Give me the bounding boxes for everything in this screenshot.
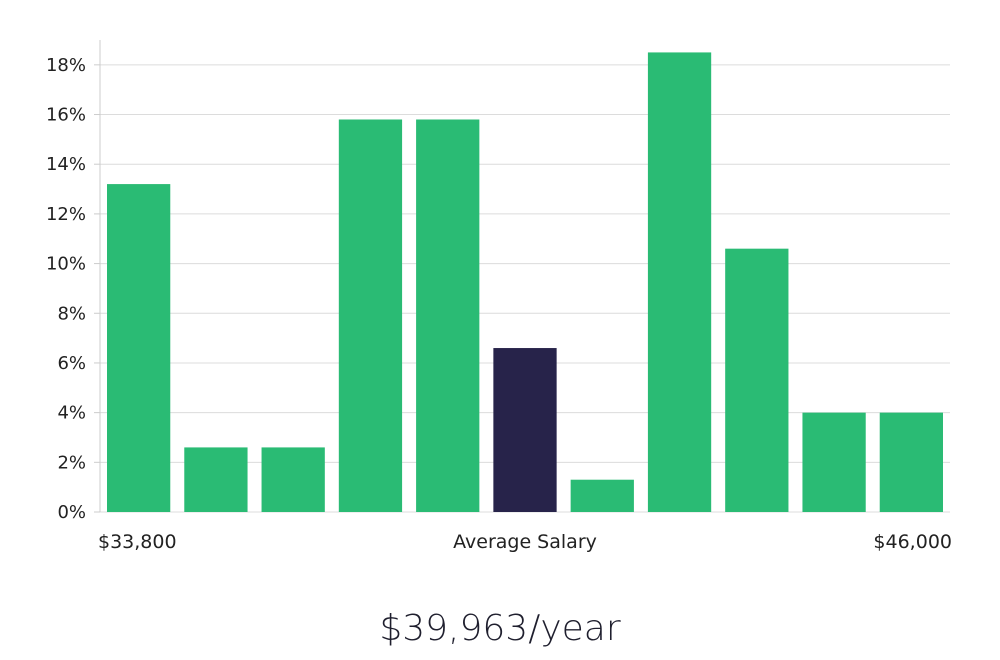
y-tick-label: 16% <box>46 105 86 126</box>
y-tick-label: 10% <box>46 254 86 275</box>
x-max-label: $46,000 <box>873 531 952 553</box>
x-min-label: $33,800 <box>98 531 177 553</box>
y-axis: 0% 2% 4% 6% 8% 10% 12% 14% 16% 18% <box>46 55 100 523</box>
y-tick-label: 4% <box>57 403 86 424</box>
y-tick-label: 2% <box>57 452 86 473</box>
y-tick-label: 14% <box>46 154 86 175</box>
bar <box>261 447 325 512</box>
bar <box>802 412 866 512</box>
y-tick-label: 12% <box>46 204 86 225</box>
average-salary-value: $39,963/year <box>379 608 621 649</box>
bar-average-highlight <box>493 348 557 512</box>
bar <box>647 52 712 512</box>
y-tick-label: 18% <box>46 55 86 76</box>
bar <box>107 184 171 512</box>
y-tick-label: 6% <box>57 353 86 374</box>
bars <box>107 52 943 512</box>
bar <box>184 447 248 512</box>
bar <box>725 248 789 512</box>
bar <box>570 479 634 512</box>
bar <box>338 119 403 512</box>
y-tick-label: 8% <box>57 303 86 324</box>
bar <box>879 412 943 512</box>
y-tick-label: 0% <box>57 502 86 523</box>
x-center-label: Average Salary <box>453 531 597 553</box>
bar <box>416 119 480 512</box>
salary-histogram: 0% 2% 4% 6% 8% 10% 12% 14% 16% 18% $33,800 Averag… <box>46 40 952 553</box>
